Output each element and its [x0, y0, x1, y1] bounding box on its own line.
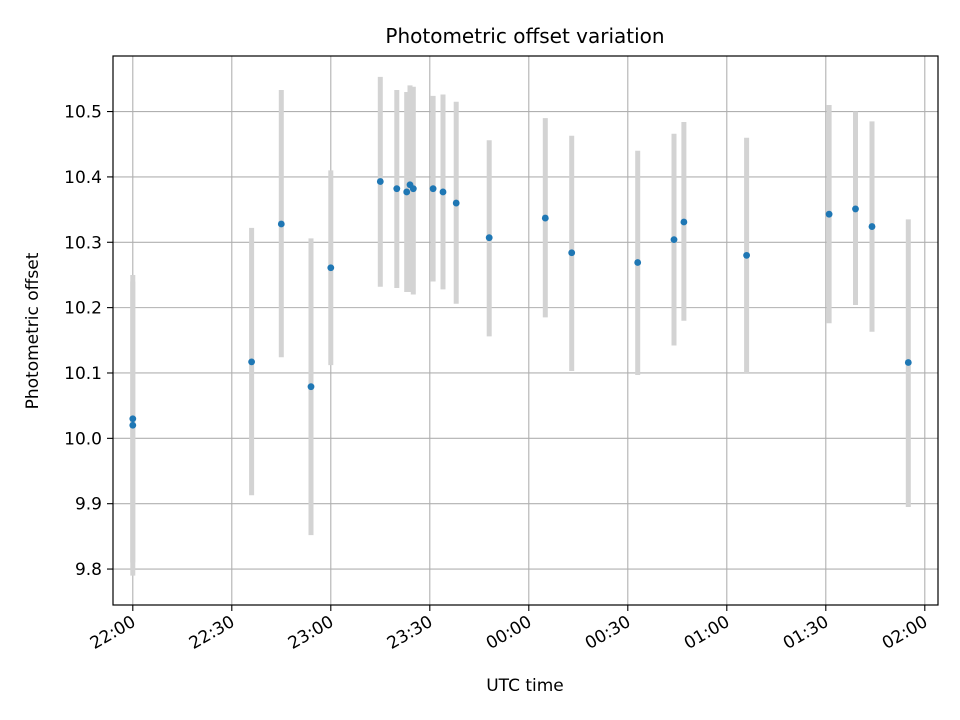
data-point	[868, 223, 876, 230]
data-point	[852, 205, 859, 213]
data-point	[403, 188, 411, 196]
data-point	[541, 214, 549, 222]
y-axis-title: Photometric offset	[23, 252, 43, 409]
data-point	[743, 251, 750, 259]
y-tick-label: 10.1	[64, 364, 102, 384]
data-point	[568, 249, 576, 257]
data-point	[129, 415, 137, 423]
data-point	[634, 259, 642, 266]
data-point	[307, 383, 315, 391]
y-tick-label: 9.9	[75, 495, 102, 515]
data-point	[393, 185, 401, 193]
data-point	[825, 210, 833, 218]
data-points	[129, 178, 912, 429]
data-point	[485, 234, 493, 242]
data-point	[277, 220, 285, 228]
data-point	[452, 199, 460, 207]
x-axis-title: UTC time	[486, 676, 564, 696]
y-tick-label: 10.4	[64, 168, 102, 188]
y-tick-label: 10.5	[64, 103, 102, 123]
chart-title: Photometric offset variation	[385, 24, 664, 48]
y-tick-label: 10.3	[64, 233, 102, 253]
plot-area-frame	[112, 55, 939, 606]
data-point	[904, 359, 912, 366]
y-tick-label: 9.8	[75, 560, 102, 580]
y-tick-label: 10.2	[64, 299, 102, 319]
data-point	[376, 178, 384, 185]
data-point	[680, 218, 688, 226]
y-tick-label: 10.0	[64, 429, 102, 449]
data-point	[409, 185, 417, 193]
data-point	[439, 188, 447, 196]
data-point	[670, 236, 678, 244]
data-point	[429, 185, 437, 193]
data-point	[327, 264, 335, 272]
data-point	[248, 358, 256, 366]
y-axis-ticks: 9.8 9.9 10.0 10.1 10.2 10.3 10.4 10.5	[64, 103, 113, 580]
data-point	[129, 421, 137, 429]
